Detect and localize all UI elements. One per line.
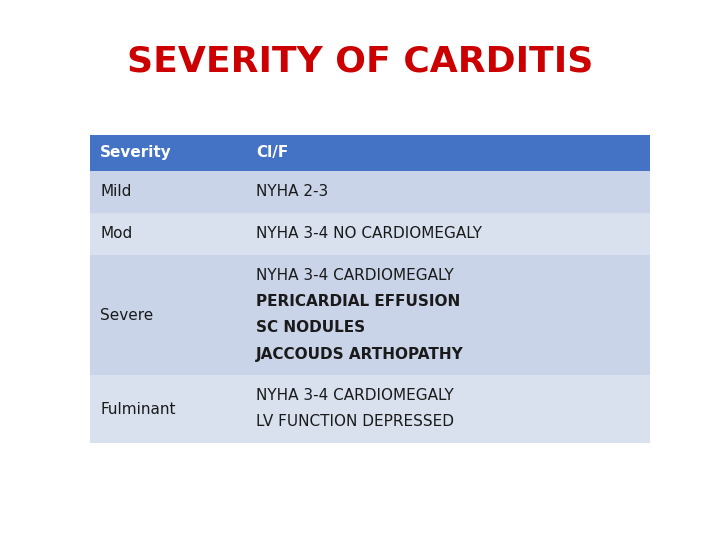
Text: NYHA 3-4 NO CARDIOMEGALY: NYHA 3-4 NO CARDIOMEGALY	[256, 226, 482, 241]
Text: Mild: Mild	[100, 185, 131, 199]
Bar	[90, 375, 650, 443]
Bar	[90, 171, 650, 213]
Text: SEVERITY OF CARDITIS: SEVERITY OF CARDITIS	[127, 45, 593, 79]
Text: PERICARDIAL EFFUSION: PERICARDIAL EFFUSION	[256, 294, 460, 309]
Bar	[90, 213, 650, 255]
Text: Fulminant: Fulminant	[100, 402, 176, 416]
Text: NYHA 2-3: NYHA 2-3	[256, 185, 328, 199]
Text: JACCOUDS ARTHOPATHY: JACCOUDS ARTHOPATHY	[256, 347, 464, 361]
Text: LV FUNCTION DEPRESSED: LV FUNCTION DEPRESSED	[256, 415, 454, 429]
Text: Severity: Severity	[100, 145, 172, 160]
Text: Cl/F: Cl/F	[256, 145, 288, 160]
Text: Mod: Mod	[100, 226, 132, 241]
Text: NYHA 3-4 CARDIOMEGALY: NYHA 3-4 CARDIOMEGALY	[256, 388, 454, 403]
Text: NYHA 3-4 CARDIOMEGALY: NYHA 3-4 CARDIOMEGALY	[256, 268, 454, 284]
Bar	[90, 255, 650, 375]
Text: Severe: Severe	[100, 307, 153, 322]
Bar	[90, 135, 650, 171]
Text: SC NODULES: SC NODULES	[256, 321, 365, 335]
